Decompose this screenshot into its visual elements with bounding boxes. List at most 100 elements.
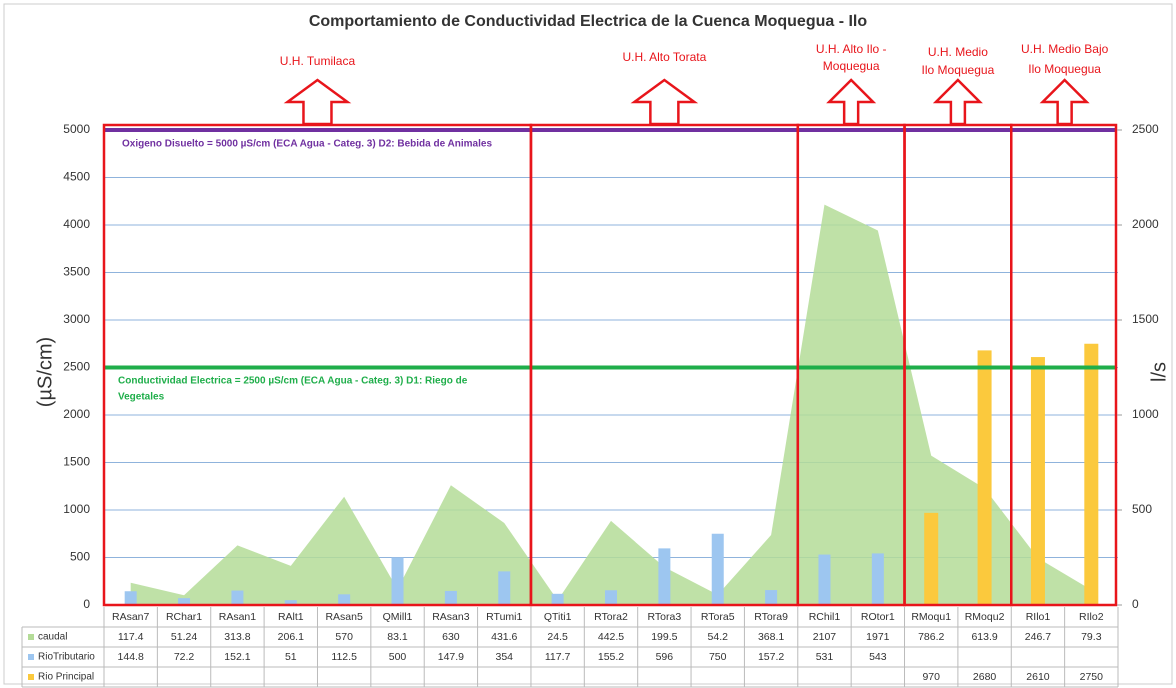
y2-tick-label: 2500 — [1132, 122, 1159, 136]
bar — [1030, 357, 1045, 605]
table-value: 51 — [285, 651, 297, 663]
bar — [658, 548, 671, 605]
bar — [444, 590, 457, 605]
reference-label: Conductividad Electrica = 2500 µS/cm (EC… — [118, 376, 468, 387]
y-tick-label: 3000 — [63, 312, 90, 326]
bar — [711, 533, 724, 605]
y-tick-label: 5000 — [63, 122, 90, 136]
table-value: 152.1 — [224, 651, 250, 663]
x-tick-label: ROtor1 — [861, 611, 895, 623]
table-value: 570 — [335, 631, 353, 643]
y-tick-label: 4000 — [63, 217, 90, 231]
table-value: 750 — [709, 651, 727, 663]
x-tick-label: RTora2 — [594, 611, 628, 623]
reference-label: Oxigeno Disuelto = 5000 µS/cm (ECA Agua … — [122, 139, 492, 150]
x-tick-label: RTora3 — [648, 611, 682, 623]
y2-tick-label: 500 — [1132, 502, 1152, 516]
x-tick-label: RChil1 — [809, 611, 841, 623]
table-value: 442.5 — [598, 631, 624, 643]
table-value: 2610 — [1026, 671, 1050, 683]
table-value: 112.5 — [331, 651, 357, 663]
bar — [498, 571, 511, 605]
table-value: 246.7 — [1025, 631, 1051, 643]
table-value: 543 — [869, 651, 887, 663]
x-tick-label: RAsan5 — [325, 611, 363, 623]
bar — [871, 553, 884, 605]
table-value: 500 — [389, 651, 407, 663]
x-tick-label: RAlt1 — [278, 611, 304, 623]
x-tick-label: RIlo2 — [1079, 611, 1104, 623]
region-arrow — [1039, 78, 1090, 126]
bar — [551, 593, 564, 605]
bar — [1084, 343, 1099, 605]
bar — [178, 598, 191, 605]
bar — [231, 590, 244, 605]
x-tick-label: RTora9 — [754, 611, 788, 623]
table-value: 206.1 — [278, 631, 304, 643]
bar — [765, 590, 778, 605]
y-axis-label: (µS/cm) — [34, 337, 56, 407]
y2-tick-label: 1000 — [1132, 407, 1159, 421]
y2-tick-label: 1500 — [1132, 312, 1159, 326]
y2-tick-label: 2000 — [1132, 217, 1159, 231]
table-value: 24.5 — [547, 631, 568, 643]
x-tick-label: QTiti1 — [544, 611, 572, 623]
table-value: 596 — [656, 651, 674, 663]
table-value: 2750 — [1080, 671, 1104, 683]
region-label: U.H. Alto Ilo - — [816, 42, 887, 56]
table-value: 54.2 — [708, 631, 729, 643]
table-value: 157.2 — [758, 651, 784, 663]
legend-marker — [28, 634, 34, 640]
area — [130, 204, 1092, 606]
table-value: 83.1 — [387, 631, 408, 643]
chart-title: Comportamiento de Conductividad Electric… — [309, 13, 868, 30]
table-value: 531 — [816, 651, 834, 663]
x-tick-label: RTumi1 — [486, 611, 522, 623]
region-label: U.H. Alto Torata — [622, 50, 706, 64]
table-value: 970 — [922, 671, 940, 683]
table-value: 354 — [495, 651, 513, 663]
x-tick-label: RMoqu1 — [911, 611, 951, 623]
table-value: 368.1 — [758, 631, 784, 643]
x-tick-label: RMoqu2 — [965, 611, 1005, 623]
region-label: Ilo Moquegua — [922, 63, 995, 77]
bar — [605, 590, 617, 605]
y-tick-label: 3500 — [63, 265, 90, 279]
y-tick-label: 0 — [83, 597, 90, 611]
x-tick-label: RIlo1 — [1026, 611, 1051, 623]
table-value: 2107 — [813, 631, 837, 643]
table-value: 144.8 — [118, 651, 144, 663]
legend-label: Rio Principal — [38, 672, 94, 683]
table-value: 431.6 — [491, 631, 517, 643]
table-value: 2680 — [973, 671, 997, 683]
table-value: 147.9 — [438, 651, 464, 663]
region-arrow — [630, 78, 699, 126]
bar — [284, 600, 297, 605]
bar — [338, 594, 351, 605]
y-tick-label: 1500 — [63, 455, 90, 469]
y-tick-label: 2000 — [63, 407, 90, 421]
legend-marker — [28, 654, 34, 660]
region-label: Moquegua — [823, 59, 880, 73]
region-arrow — [826, 78, 877, 126]
bar — [124, 591, 137, 605]
x-tick-label: RChar1 — [166, 611, 202, 623]
table-value: 79.3 — [1081, 631, 1102, 643]
table-value: 117.7 — [545, 651, 571, 663]
table-value: 613.9 — [971, 631, 997, 643]
legend-label: RioTributario — [38, 652, 95, 663]
table-value: 117.4 — [118, 631, 144, 643]
y-tick-label: 4500 — [63, 170, 90, 184]
x-tick-label: RAsan1 — [219, 611, 257, 623]
y-tick-label: 500 — [70, 550, 90, 564]
y2-axis-label: l/s — [1148, 362, 1170, 382]
bar — [818, 554, 831, 605]
bar — [391, 557, 404, 605]
region-label: U.H. Medio Bajo — [1021, 42, 1109, 56]
table-value: 786.2 — [918, 631, 944, 643]
x-tick-label: RAsan7 — [112, 611, 150, 623]
bar — [977, 350, 992, 605]
table-value: 72.2 — [174, 651, 195, 663]
x-tick-label: QMill1 — [383, 611, 413, 623]
